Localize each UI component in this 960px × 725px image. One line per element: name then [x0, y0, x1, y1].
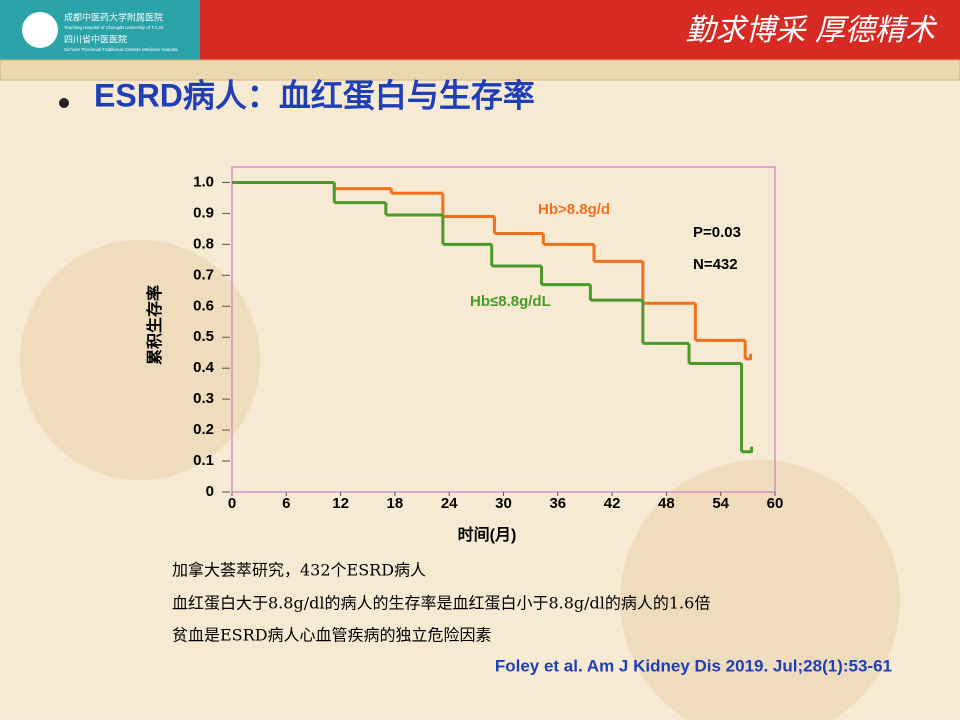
- x-tick-label: 30: [495, 495, 512, 512]
- y-tick-label: 0: [206, 483, 214, 500]
- y-tick-label: 0.6: [193, 297, 214, 314]
- y-tick-label: 1.0: [193, 173, 214, 190]
- series-label: Hb≤8.8g/dL: [470, 293, 551, 310]
- x-tick-label: 24: [441, 495, 458, 512]
- y-tick-label: 0.4: [193, 359, 215, 376]
- hospital-cn: 成都中医药大学附属医院: [64, 11, 163, 22]
- x-tick-label: 6: [282, 495, 290, 512]
- hospital2-en: Sichuan Provincial Traditional Chinese M…: [64, 47, 178, 52]
- y-tick-label: 0.1: [193, 452, 214, 469]
- x-tick-label: 60: [767, 495, 784, 512]
- series-label: Hb>8.8g/d: [538, 201, 610, 218]
- logo: [22, 12, 58, 48]
- hospital-en: Teaching Hospital of Chengdu University …: [64, 25, 163, 30]
- annotation: P=0.03: [693, 224, 741, 241]
- x-tick-label: 0: [228, 495, 236, 512]
- x-tick-label: 12: [332, 495, 349, 512]
- x-tick-label: 54: [712, 495, 729, 512]
- y-tick-label: 0.8: [193, 235, 214, 252]
- y-axis-label: 累积生存率: [145, 285, 164, 365]
- y-tick-label: 0.5: [193, 328, 214, 345]
- annotation: N=432: [693, 256, 738, 273]
- y-tick-label: 0.7: [193, 266, 214, 283]
- x-tick-label: 36: [549, 495, 566, 512]
- x-tick-label: 18: [387, 495, 404, 512]
- motto: 勤求博采 厚德精术: [685, 13, 938, 48]
- slide-title: ESRD病人：血红蛋白与生存率: [94, 77, 535, 113]
- decoration: [20, 240, 260, 480]
- x-tick-label: 42: [604, 495, 621, 512]
- y-tick-label: 0.9: [193, 204, 214, 221]
- y-tick-label: 0.3: [193, 390, 214, 407]
- chart: 0 0.1 0.2 0.3 0.4 0.5 0.6 0.7 0.8 0.9 1.0 0 6 12 18 24 3…: [145, 166, 784, 544]
- citation: Foley et al. Am J Kidney Dis 2019. Jul;2…: [495, 656, 892, 675]
- bullet: [59, 98, 69, 108]
- decoration: [620, 460, 900, 725]
- note: 加拿大荟萃研究，432个ESRD病人: [172, 561, 426, 580]
- note: 贫血是ESRD病人心血管疾病的独立危险因素: [172, 626, 492, 645]
- x-axis-label: 时间(月): [458, 525, 517, 544]
- hospital2-cn: 四川省中医医院: [64, 33, 127, 44]
- x-tick-label: 48: [658, 495, 675, 512]
- y-tick-label: 0.2: [193, 421, 214, 438]
- border-strip: [0, 59, 960, 81]
- note: 血红蛋白大于8.8g/dl的病人的生存率是血红蛋白小于8.8g/dl的病人的1.…: [172, 594, 710, 613]
